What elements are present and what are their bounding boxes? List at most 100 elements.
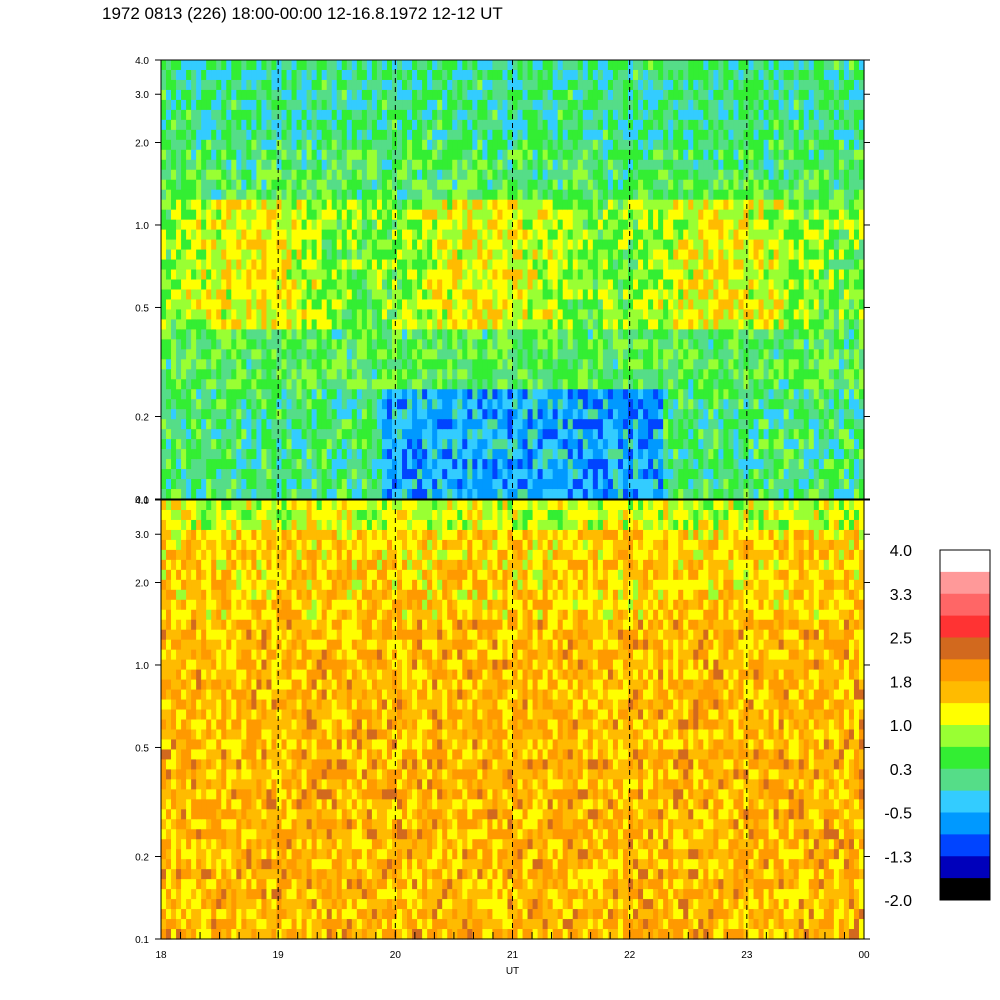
heatmap-cell: [462, 179, 468, 191]
heatmap-cell: [397, 319, 403, 330]
heatmap-cell: [397, 89, 403, 101]
heatmap-cell: [386, 379, 393, 390]
heatmap-cell: [371, 489, 378, 500]
heatmap-cell: [241, 169, 247, 181]
heatmap-cell: [673, 299, 679, 311]
heatmap-cell: [683, 139, 689, 151]
heatmap-cell: [547, 259, 554, 271]
heatmap-cell: [502, 239, 509, 251]
heatmap-cell: [638, 189, 644, 201]
heatmap-cell: [627, 139, 634, 151]
heatmap-cell: [181, 99, 187, 111]
heatmap-cell: [597, 429, 604, 440]
heatmap-cell: [547, 139, 554, 151]
heatmap-cell: [602, 219, 609, 231]
heatmap-cell: [271, 389, 278, 400]
heatmap-cell: [231, 60, 237, 71]
heatmap-cell: [708, 209, 714, 221]
heatmap-cell: [527, 229, 534, 241]
heatmap-cell: [592, 379, 599, 390]
heatmap-cell: [186, 119, 192, 131]
heatmap-cell: [703, 189, 709, 201]
heatmap-cell: [201, 459, 207, 470]
heatmap-cell: [186, 459, 192, 470]
heatmap-cell: [386, 229, 393, 241]
heatmap-cell: [512, 60, 519, 71]
heatmap-cell: [457, 179, 463, 191]
heatmap-cell: [532, 319, 539, 330]
heatmap-cell: [171, 469, 177, 480]
heatmap-cell: [663, 109, 669, 121]
heatmap-cell: [321, 369, 328, 380]
heatmap-cell: [427, 149, 433, 161]
heatmap-cell: [241, 339, 247, 350]
heatmap-cell: [633, 369, 639, 380]
heatmap-cell: [467, 319, 473, 330]
heatmap-cell: [336, 229, 343, 241]
heatmap-cell: [221, 379, 227, 390]
heatmap-cell: [211, 249, 217, 261]
heatmap-cell: [602, 119, 609, 131]
heatmap-cell: [587, 89, 594, 101]
heatmap-cell: [668, 329, 674, 340]
heatmap-cell: [271, 309, 278, 321]
heatmap-cell: [211, 479, 217, 490]
heatmap-cell: [211, 319, 217, 330]
heatmap-cell: [331, 359, 338, 370]
heatmap-cell: [542, 319, 549, 330]
heatmap-cell: [698, 99, 704, 111]
heatmap-cell: [331, 249, 338, 261]
heatmap-cell: [386, 239, 393, 251]
heatmap-cell: [612, 409, 619, 420]
heatmap-cell: [371, 109, 378, 121]
heatmap-cell: [547, 169, 554, 181]
heatmap-cell: [397, 109, 403, 121]
heatmap-cell: [291, 269, 298, 281]
heatmap-cell: [663, 69, 669, 81]
heatmap-cell: [497, 209, 504, 221]
heatmap-cell: [316, 109, 323, 121]
heatmap-cell: [381, 289, 388, 301]
heatmap-cell: [562, 239, 569, 251]
heatmap-cell: [643, 299, 649, 311]
heatmap-cell: [723, 279, 730, 291]
heatmap-cell: [371, 349, 378, 360]
heatmap-cell: [261, 189, 268, 201]
heatmap-cell: [723, 479, 730, 490]
heatmap-cell: [336, 379, 343, 390]
heatmap-cell: [376, 109, 383, 121]
heatmap-cell: [432, 229, 438, 241]
heatmap-cell: [291, 189, 298, 201]
heatmap-cell: [366, 299, 373, 311]
heatmap-cell: [562, 199, 569, 211]
heatmap-cell: [366, 129, 373, 141]
heatmap-cell: [622, 299, 629, 311]
heatmap-cell: [497, 349, 504, 360]
heatmap-cell: [462, 189, 468, 201]
heatmap-cell: [251, 329, 258, 340]
heatmap-cell: [311, 339, 318, 350]
heatmap-cell: [633, 139, 639, 151]
heatmap-cell: [171, 389, 177, 400]
heatmap-cell: [507, 159, 514, 171]
heatmap-cell: [341, 449, 348, 460]
heatmap-cell: [718, 419, 724, 430]
heatmap-cell: [673, 149, 679, 161]
heatmap-cell: [251, 79, 258, 91]
heatmap-cell: [261, 60, 268, 71]
heatmap-cell: [542, 109, 549, 121]
heatmap-cell: [502, 299, 509, 311]
heatmap-cell: [577, 239, 584, 251]
heatmap-cell: [602, 79, 609, 91]
heatmap-cell: [351, 479, 358, 490]
heatmap-cell: [261, 339, 268, 350]
heatmap-cell: [502, 329, 509, 340]
heatmap-cell: [567, 219, 574, 231]
heatmap-cell: [597, 299, 604, 311]
heatmap-cell: [391, 389, 398, 400]
heatmap-cell: [627, 99, 634, 111]
heatmap-cell: [592, 69, 599, 81]
heatmap-cell: [502, 79, 509, 91]
heatmap-cell: [391, 469, 398, 480]
heatmap-cell: [502, 369, 509, 380]
